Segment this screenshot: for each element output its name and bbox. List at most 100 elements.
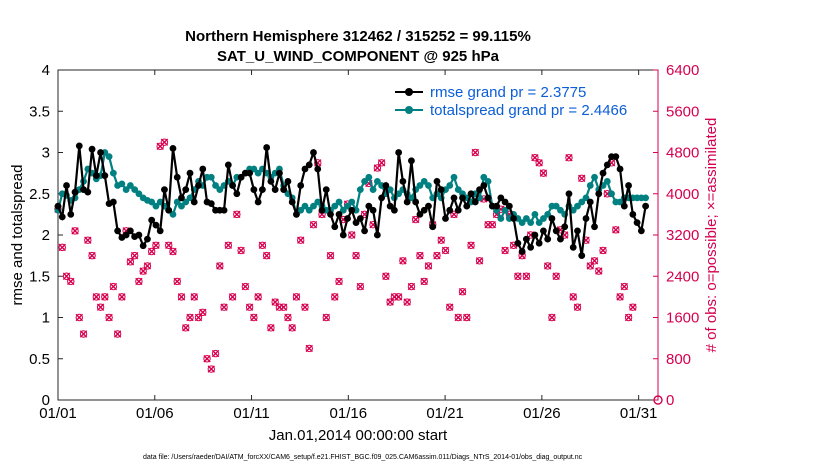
obs-possible-point (160, 138, 169, 146)
rmse-point (565, 190, 573, 198)
rmse-point (454, 206, 462, 214)
obs-possible-point (458, 288, 467, 296)
rmse-point (271, 186, 279, 194)
obs-possible-point (194, 313, 203, 322)
spread-point (131, 186, 139, 194)
rmse-point (412, 198, 420, 206)
obs-assimilated-point (88, 251, 96, 260)
spread-point (344, 202, 351, 210)
rmse-point (250, 186, 258, 194)
obs-assimilated-point (458, 288, 467, 296)
obs-assimilated-point (101, 293, 109, 301)
rmse-point (386, 202, 394, 210)
obs-assimilated-point (488, 220, 497, 229)
spread-point (425, 182, 432, 189)
rmse-point (599, 169, 607, 177)
obs-assimilated-point (437, 236, 445, 244)
obs-possible-point (101, 293, 109, 301)
rmse-point (148, 216, 156, 224)
y-right-tick-label: 4000 (666, 186, 699, 203)
obs-assimilated-point (569, 293, 577, 301)
y-tick-label: 3.5 (29, 103, 50, 120)
rmse-point (322, 186, 330, 194)
obs-possible-point (284, 313, 292, 322)
rmse-point (603, 161, 611, 169)
spread-point (356, 186, 364, 194)
spread-point (118, 180, 126, 188)
obs-assimilated-point (356, 282, 365, 291)
obs-possible-point (301, 303, 309, 311)
rmse-point (395, 149, 403, 156)
rmse-point (331, 223, 339, 231)
obs-possible-point (531, 153, 539, 162)
obs-assimilated-point (203, 355, 211, 363)
obs-assimilated-point (552, 272, 560, 280)
spread-point (586, 182, 594, 189)
rmse-point (144, 235, 151, 243)
rmse-point (467, 190, 475, 198)
obs-assimilated-point (595, 267, 603, 275)
rmse-point (352, 219, 360, 227)
spread-point (484, 177, 492, 185)
obs-possible-point (118, 293, 126, 301)
rmse-point (522, 235, 530, 243)
rmse-point (288, 198, 296, 206)
obs-assimilated-point (267, 324, 275, 332)
x-tick-label: 01/26 (523, 405, 561, 422)
obs-possible-point (109, 282, 118, 291)
rmse-point (267, 177, 275, 185)
spread-point (178, 202, 185, 210)
y-tick-label: 0 (42, 392, 50, 409)
rmse-point (301, 165, 309, 173)
y-right-tick-label: 6400 (666, 62, 699, 79)
obs-assimilated-point (224, 241, 233, 250)
rmse-point (480, 182, 488, 189)
spread-point (518, 219, 526, 227)
obs-assimilated-point (186, 313, 194, 322)
obs-assimilated-point (71, 227, 79, 235)
obs-assimilated-point (522, 272, 531, 280)
rmse-point (591, 223, 598, 231)
spread-point (540, 215, 547, 222)
rmse-point (429, 223, 437, 231)
obs-possible-point (565, 153, 573, 162)
obs-assimilated-point (245, 303, 254, 311)
obs-assimilated-point (228, 293, 237, 301)
obs-possible-point (113, 330, 122, 338)
rmse-point (586, 198, 594, 206)
obs-assimilated-point (75, 313, 83, 322)
rmse-point (327, 210, 334, 218)
obs-possible-point (548, 313, 556, 322)
spread-point (522, 215, 530, 222)
x-tick-label: 01/31 (620, 405, 658, 422)
rmse-point (97, 149, 104, 156)
spread-point (348, 198, 356, 206)
obs-assimilated-point (258, 241, 267, 250)
rmse-point (88, 145, 96, 153)
obs-possible-point (335, 277, 343, 286)
spread-point (501, 206, 509, 214)
rmse-point (173, 173, 181, 181)
spread-point (186, 194, 194, 202)
obs-assimilated-point (573, 303, 582, 311)
obs-possible-point (182, 324, 190, 332)
obs-assimilated-point (424, 262, 433, 270)
obs-assimilated-point (620, 282, 629, 291)
spread-point (152, 202, 160, 210)
obs-assimilated-point (590, 257, 599, 265)
rmse-point (369, 206, 377, 214)
rmse-point (501, 198, 509, 206)
obs-possible-point (288, 324, 296, 332)
rmse-point (67, 210, 75, 218)
obs-possible-point (88, 251, 96, 260)
spread-point (454, 186, 462, 194)
rmse-point (378, 194, 386, 202)
rmse-point (633, 219, 641, 227)
obs-assimilated-point (292, 293, 301, 301)
obs-assimilated-point (352, 251, 360, 260)
rmse-point (450, 194, 458, 202)
rmse-point (348, 206, 356, 214)
obs-assimilated-point (254, 293, 262, 301)
obs-assimilated-point (433, 251, 441, 260)
obs-assimilated-point (514, 272, 522, 280)
